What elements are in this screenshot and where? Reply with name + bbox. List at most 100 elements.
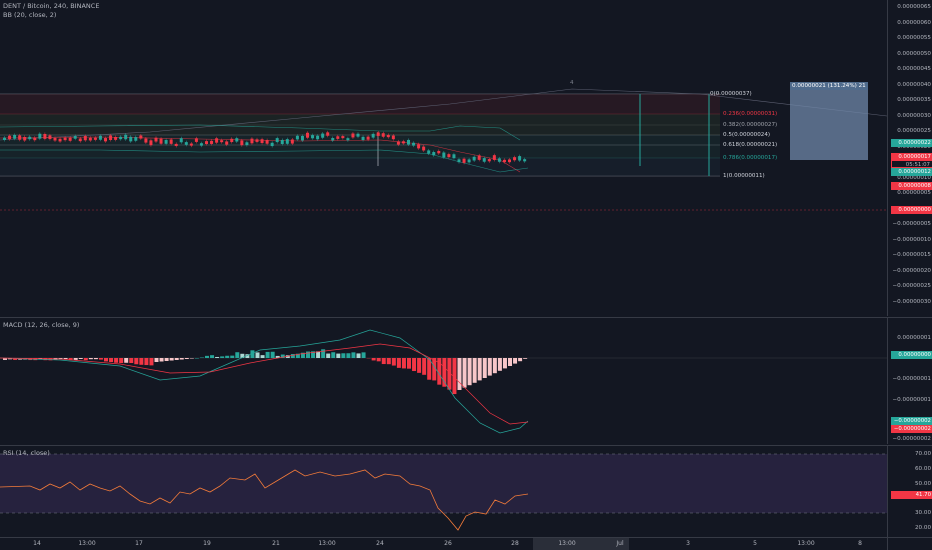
macd-histogram-bar	[306, 351, 310, 358]
price-tick: −0.00000030	[892, 298, 932, 305]
macd-histogram-bar	[149, 358, 154, 366]
rsi-tick: 50.00	[914, 481, 931, 487]
candle	[492, 155, 496, 160]
time-label: 28	[511, 540, 519, 547]
macd-histogram-bar	[73, 358, 78, 360]
rsi-value-tag: 41.70	[891, 491, 932, 499]
price-tag-zero: 0.00000000	[891, 206, 932, 214]
macd-histogram-bar	[179, 358, 184, 360]
candle	[245, 142, 249, 146]
price-tick: −0.00000010	[892, 236, 932, 243]
time-axis[interactable]: 14 13:00 17 19 21 13:00 24 26 28 13:00 J…	[0, 538, 887, 550]
price-tick: 0.00000055	[897, 35, 931, 41]
macd-chart[interactable]	[0, 318, 887, 444]
time-label: 8	[858, 540, 862, 547]
candle	[63, 137, 67, 141]
candle	[235, 138, 239, 142]
candle	[366, 136, 370, 140]
macd-histogram-bar	[174, 358, 179, 360]
candle	[467, 159, 471, 163]
rsi-chart[interactable]	[0, 446, 887, 537]
symbol-title[interactable]: DENT / Bitcoin, 240, BINANCE	[3, 2, 100, 10]
candle	[104, 138, 107, 142]
price-tag-bb-lower: 0.00000012	[891, 168, 932, 176]
candle	[88, 137, 92, 141]
macd-histogram-bar	[159, 358, 164, 362]
corner-settings[interactable]	[887, 538, 932, 550]
macd-histogram-bar	[270, 351, 275, 358]
macd-histogram-bar	[417, 358, 422, 373]
wave-label: 4	[570, 80, 574, 86]
macd-signal-line	[0, 343, 529, 425]
candle	[199, 143, 203, 146]
macd-histogram-bar	[331, 352, 336, 358]
macd-histogram-bar	[98, 358, 103, 360]
candle	[134, 137, 138, 141]
rsi-legend[interactable]: RSI (14, close)	[3, 449, 50, 457]
candle	[487, 159, 491, 162]
macd-axis[interactable]: 0.00000001 −0.00000001 −0.00000001 −0.00…	[887, 318, 932, 444]
projection-label[interactable]: 0.00000021 (131.24%) 21	[790, 82, 868, 90]
price-tick: −0.00000025	[892, 283, 932, 289]
macd-histogram-bar	[492, 358, 497, 374]
macd-histogram-bar	[169, 358, 174, 361]
macd-legend[interactable]: MACD (12, 26, close, 9)	[3, 321, 80, 329]
rsi-axis[interactable]: 70.00 60.00 50.00 30.00 20.00 41.70	[887, 446, 932, 537]
candle	[53, 138, 57, 141]
macd-histogram-bar	[275, 355, 280, 358]
price-pane[interactable]: DENT / Bitcoin, 240, BINANCE BB (20, clo…	[0, 0, 887, 316]
macd-histogram-bar	[210, 355, 215, 358]
candle	[321, 133, 325, 138]
macd-histogram-bar	[240, 353, 245, 358]
candle	[346, 138, 350, 141]
candle	[477, 155, 481, 160]
macd-histogram-bar	[104, 358, 108, 362]
countdown-tag: 05:51:07	[891, 160, 932, 168]
rsi-tick: 60.00	[914, 466, 931, 472]
candle	[48, 135, 52, 140]
rsi-pane[interactable]: RSI (14, close)	[0, 446, 887, 537]
candle	[280, 139, 284, 144]
price-chart[interactable]	[0, 0, 887, 316]
candle	[270, 142, 274, 147]
candle	[194, 138, 198, 142]
candle	[184, 142, 188, 145]
macd-histogram-bar	[457, 358, 462, 390]
price-axis[interactable]: 0.00000065 0.00000060 0.00000055 0.00000050…	[887, 0, 932, 316]
macd-histogram-bar	[139, 358, 144, 365]
bb-lower	[0, 149, 529, 173]
time-label: 13:00	[797, 540, 815, 547]
candle	[462, 158, 466, 163]
candle	[149, 140, 153, 146]
macd-histogram-bar	[129, 358, 134, 364]
time-label: 3	[686, 540, 690, 547]
candle	[169, 139, 173, 144]
macd-histogram-bar	[386, 358, 391, 365]
macd-pane[interactable]: MACD (12, 26, close, 9)	[0, 318, 887, 444]
candle	[513, 157, 517, 161]
candle	[412, 142, 416, 146]
price-tag-bb-low2: 0.00000008	[891, 182, 932, 190]
time-label: 26	[444, 540, 452, 547]
candle	[83, 136, 87, 141]
candle	[361, 136, 365, 141]
macd-histogram-bar	[109, 358, 114, 363]
macd-histogram-bar	[290, 354, 295, 358]
pane-separator[interactable]	[0, 317, 932, 318]
fib-level-0382: 0.382(0.00000027)	[723, 122, 778, 128]
macd-histogram-bar	[250, 350, 255, 358]
pane-separator[interactable]	[0, 445, 932, 446]
macd-tick: −0.00000001	[892, 376, 932, 382]
macd-histogram-bar	[477, 358, 482, 381]
candle	[240, 140, 244, 146]
time-label: 19	[203, 540, 211, 547]
bb-indicator-legend[interactable]: BB (20, close, 2)	[3, 11, 57, 19]
candle	[164, 140, 168, 144]
candle	[174, 143, 178, 146]
time-label: 17	[135, 540, 143, 547]
pane-separator	[0, 537, 932, 538]
price-tag-high: 0.00000022	[891, 139, 932, 147]
time-label: 21	[272, 540, 280, 547]
candle	[295, 135, 299, 140]
candle	[371, 133, 375, 138]
